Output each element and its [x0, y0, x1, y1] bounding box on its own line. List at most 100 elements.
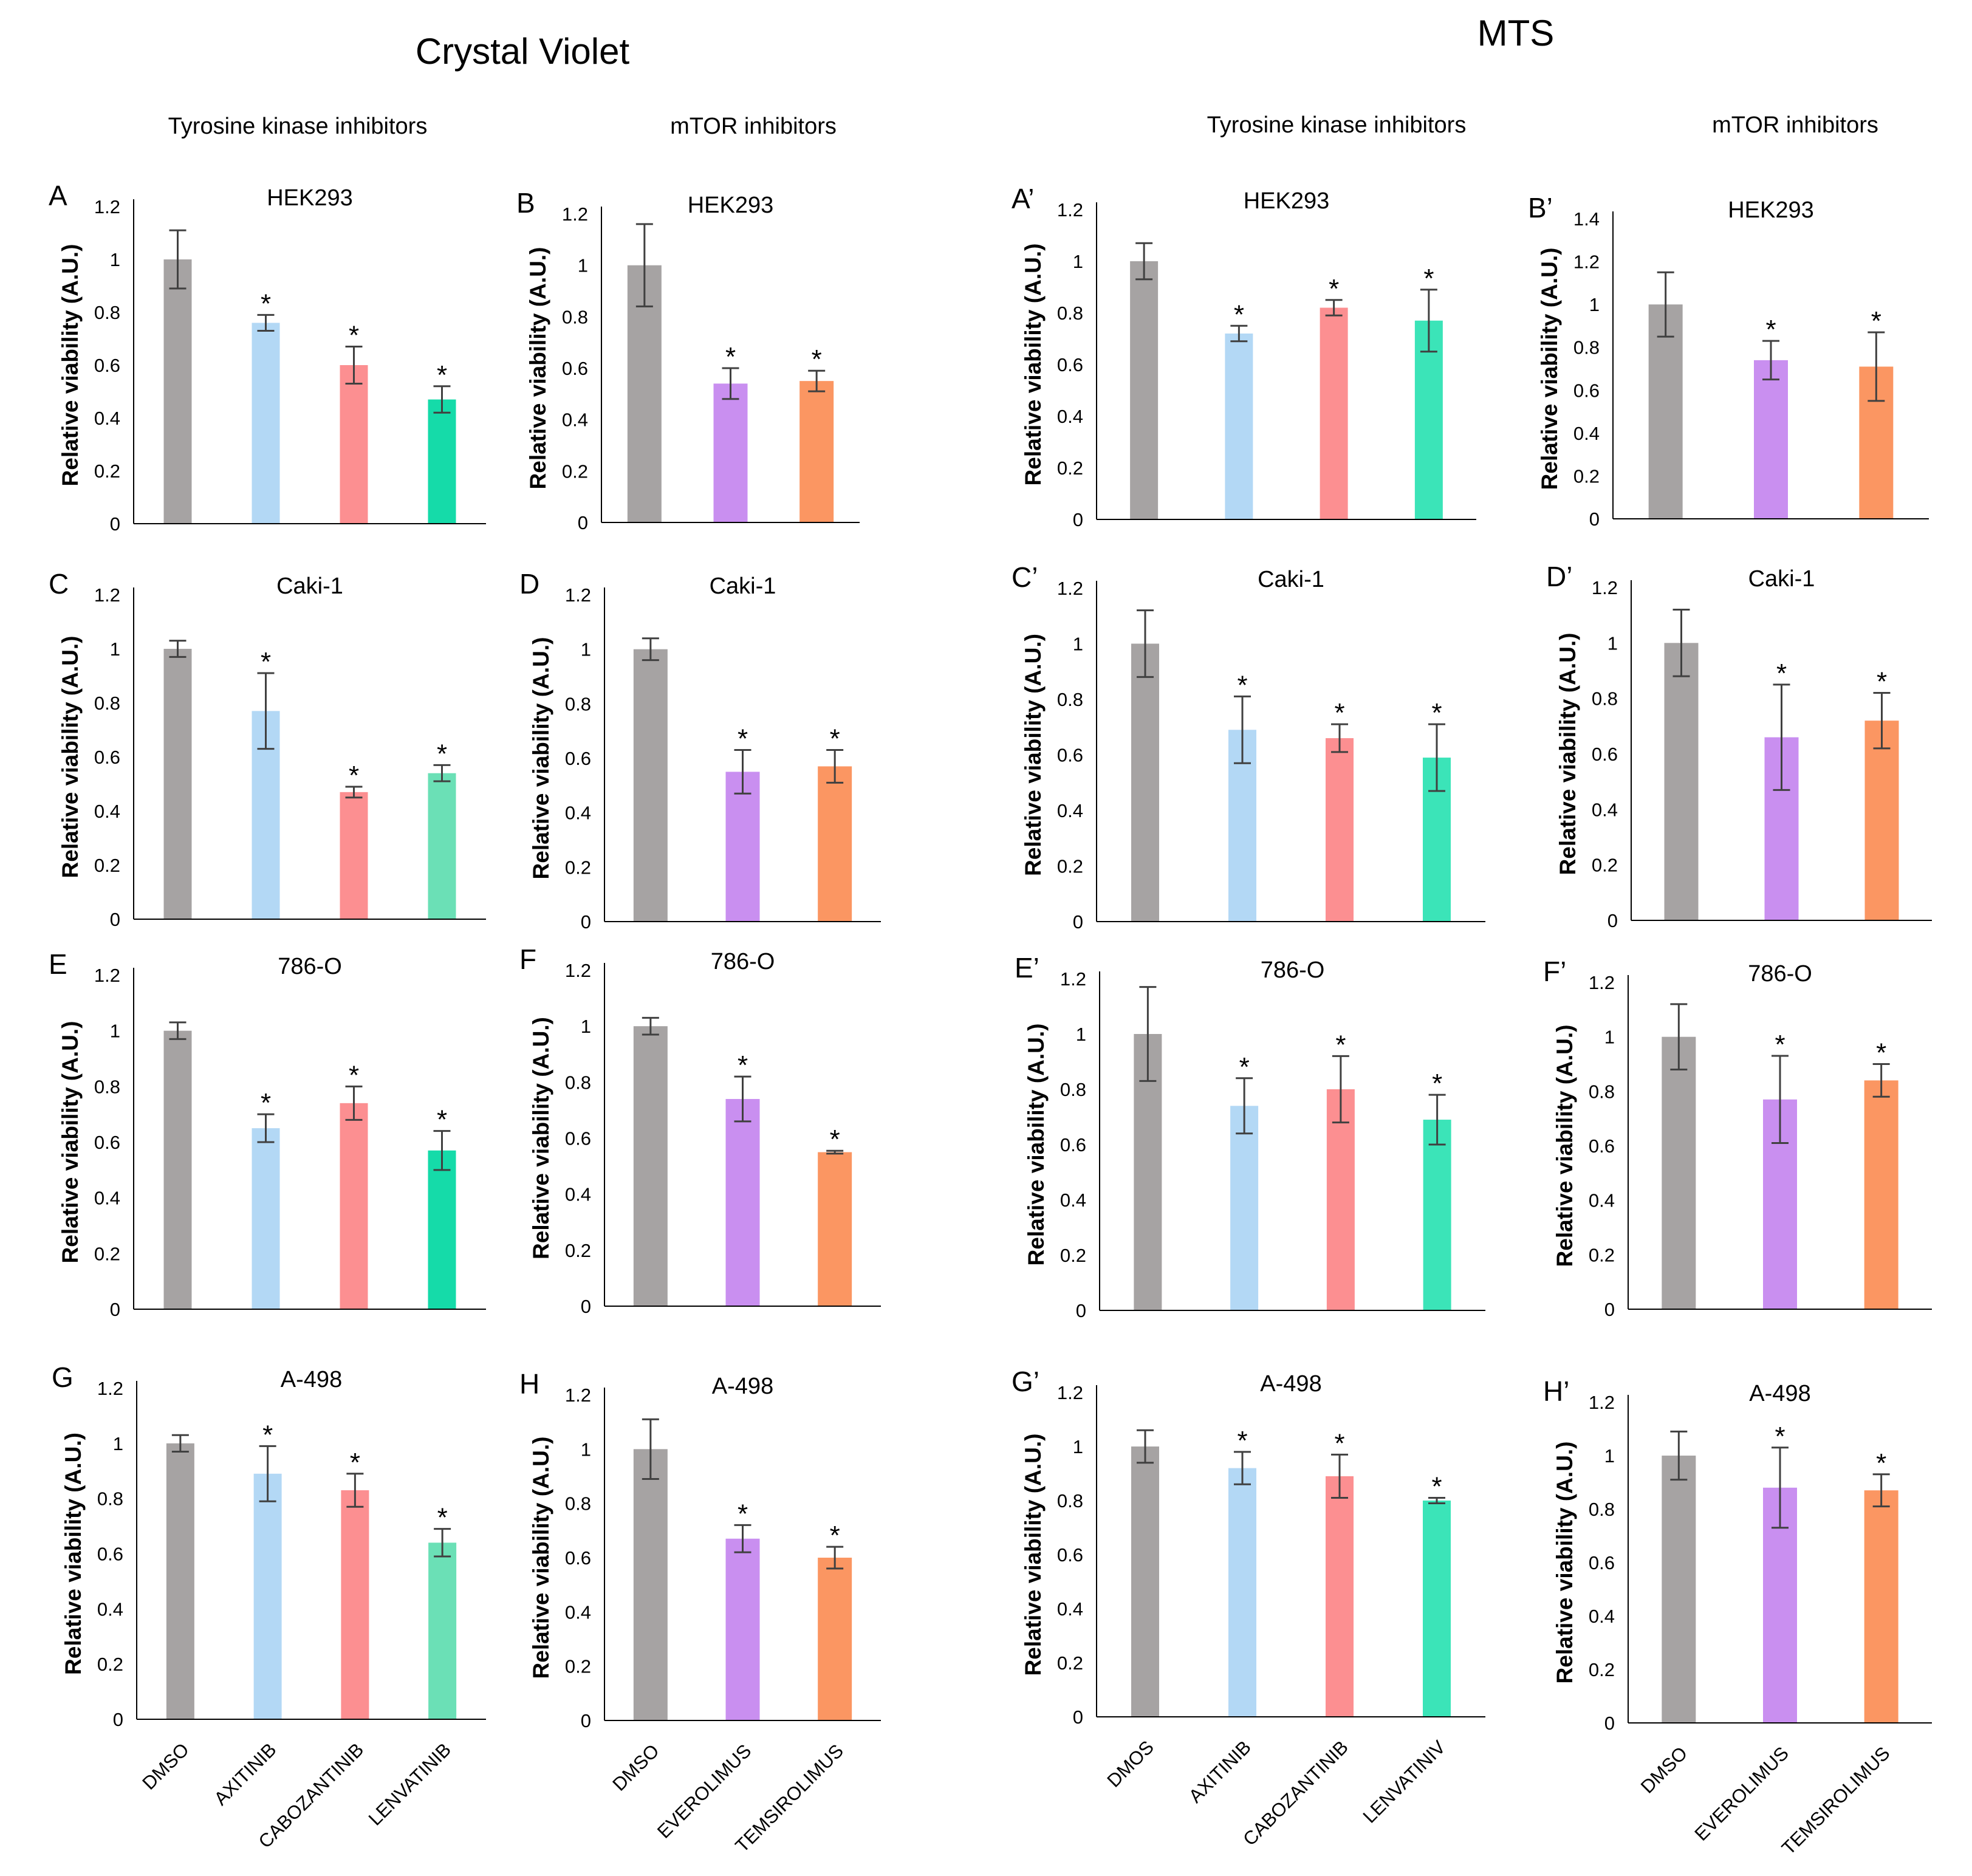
- y-tick-label: 1: [581, 1439, 591, 1460]
- bar-temsirolimus: [799, 381, 834, 522]
- chart-b: B HEK293 Relative viability (A.U.) 0 0.2 0.4 0…: [516, 187, 860, 533]
- significance-star: *: [261, 289, 271, 318]
- significance-star: *: [262, 1420, 273, 1450]
- y-tick-label: 0: [581, 1710, 591, 1731]
- significance-star: *: [1776, 659, 1787, 688]
- chart-title: A-498: [1260, 1371, 1321, 1397]
- panel-label: E: [49, 948, 67, 980]
- bar-lenvatinib: [428, 1542, 457, 1719]
- chart-e2: E’ 786-O Relative viability (A.U.) 0 0.2 0.4 0…: [1015, 952, 1485, 1321]
- y-tick-label: 0.2: [565, 1656, 591, 1677]
- y-tick-label: 1.2: [562, 204, 588, 225]
- y-tick-label: 1.2: [1057, 578, 1083, 599]
- y-tick-label: 0: [1073, 509, 1083, 530]
- y-tick-label: 0.4: [1057, 1598, 1083, 1620]
- bar-dmso: [163, 259, 192, 524]
- bar-dmso: [163, 649, 192, 919]
- y-tick-label: 1.2: [565, 584, 591, 606]
- y-tick-label: 1.2: [94, 965, 120, 986]
- bar-dmos: [1130, 261, 1159, 519]
- panel-label: D’: [1546, 561, 1572, 592]
- y-tick-label: 0.4: [565, 1184, 591, 1205]
- y-tick-label: 0.4: [1060, 1190, 1086, 1211]
- chart-h: H A-498 Relative viability (A.U.) 0 0.2 0.4 0.…: [519, 1368, 881, 1857]
- bar-cabozantinib: [1326, 1476, 1354, 1717]
- y-tick-label: 1: [1604, 1445, 1615, 1467]
- y-tick-label: 0.6: [1589, 1552, 1615, 1573]
- y-tick-label: 1: [578, 255, 588, 276]
- chart-panels: A HEK293 Relative viability (A.U.) 0 0.2 0.4 0…: [49, 180, 1932, 1859]
- x-tick-label: EVEROLIMUS: [653, 1740, 755, 1842]
- y-tick-label: 0.8: [94, 302, 120, 323]
- y-tick-label: 0.4: [565, 1601, 591, 1623]
- y-tick-label: 1.2: [1060, 968, 1086, 990]
- chart-title: 786-O: [1261, 957, 1325, 983]
- bar-cabozantinib: [1320, 307, 1348, 519]
- bar-temsirolimus: [818, 1558, 852, 1720]
- significance-star: *: [830, 724, 840, 754]
- y-tick-label: 1.4: [1573, 208, 1600, 230]
- y-tick-label: 1: [110, 1021, 120, 1042]
- y-tick-label: 1: [581, 1016, 591, 1037]
- chart-g: G A-498 Relative viability (A.U.) 0 0.2 0.4 0.…: [52, 1361, 486, 1852]
- y-tick-label: 0: [1076, 1300, 1086, 1321]
- significance-star: *: [437, 739, 447, 769]
- chart-b2: B’ HEK293 Relative viability (A.U.) 0 0.2 0.4…: [1528, 192, 1929, 530]
- significance-star: *: [1237, 670, 1247, 700]
- bar-axitinib: [1230, 1106, 1259, 1310]
- y-tick-label: 0: [1073, 911, 1083, 933]
- y-tick-label: 1.2: [97, 1378, 123, 1399]
- y-tick-label: 0.6: [1057, 1544, 1083, 1566]
- y-tick-label: 0.4: [94, 1188, 120, 1209]
- y-axis-label: Relative viability (A.U.): [58, 636, 83, 878]
- chart-title: 786-O: [278, 954, 342, 979]
- y-tick-label: 0.6: [94, 1132, 120, 1153]
- significance-star: *: [725, 342, 736, 372]
- y-tick-label: 0.8: [1060, 1079, 1086, 1100]
- y-tick-label: 0: [581, 911, 591, 933]
- y-tick-label: 1.2: [565, 960, 591, 981]
- y-tick-label: 0.6: [1057, 745, 1083, 766]
- bar-dmso: [627, 265, 662, 522]
- y-tick-label: 0.6: [565, 1547, 591, 1569]
- y-tick-label: 0.6: [1573, 380, 1600, 401]
- panel-label: D: [519, 568, 539, 600]
- significance-star: *: [1431, 1472, 1442, 1502]
- bar-everolimus: [725, 1098, 760, 1306]
- bar-lenvatiniv: [1423, 1501, 1451, 1717]
- y-tick-label: 0.6: [562, 358, 588, 379]
- significance-star: *: [1775, 1422, 1785, 1451]
- y-tick-label: 1.2: [1573, 252, 1600, 273]
- y-axis-label: Relative viability (A.U.): [1552, 1025, 1577, 1267]
- panel-label: A: [49, 180, 67, 211]
- bar-dmso: [1662, 1036, 1696, 1309]
- y-tick-label: 0.2: [1060, 1245, 1086, 1266]
- chart-title: A-498: [712, 1374, 773, 1399]
- bar-dmso: [1664, 643, 1699, 920]
- header-mts: MTS: [1477, 13, 1555, 53]
- bar-dmos: [1131, 643, 1159, 922]
- y-tick-label: 0.2: [1057, 1652, 1083, 1674]
- significance-star: *: [1876, 1448, 1886, 1478]
- subheader-mtor-cv: mTOR inhibitors: [670, 114, 837, 139]
- x-tick-label: DMOS: [1103, 1736, 1158, 1792]
- significance-star: *: [1423, 264, 1434, 293]
- significance-star: *: [1239, 1052, 1250, 1082]
- y-tick-label: 0.8: [565, 693, 591, 714]
- y-tick-label: 1.2: [1057, 1382, 1083, 1403]
- significance-star: *: [738, 1499, 748, 1529]
- chart-e: E 786-O Relative viability (A.U.) 0 0.2 0.4 0.…: [49, 948, 486, 1320]
- y-tick-label: 0.6: [1589, 1135, 1615, 1157]
- chart-f2: F’ 786-O Relative viability (A.U.) 0 0.2 0.4 0…: [1543, 956, 1932, 1320]
- panel-label: G’: [1012, 1366, 1039, 1397]
- significance-star: *: [738, 1050, 748, 1080]
- y-tick-label: 1: [1607, 632, 1618, 654]
- y-tick-label: 1: [581, 639, 591, 660]
- y-tick-label: 0.8: [1592, 688, 1618, 710]
- y-tick-label: 0: [1607, 910, 1618, 931]
- significance-star: *: [1334, 1428, 1344, 1458]
- bar-lenvatiniv: [1414, 320, 1443, 519]
- y-tick-label: 0: [110, 909, 120, 930]
- bar-cabozantinib: [340, 1103, 368, 1309]
